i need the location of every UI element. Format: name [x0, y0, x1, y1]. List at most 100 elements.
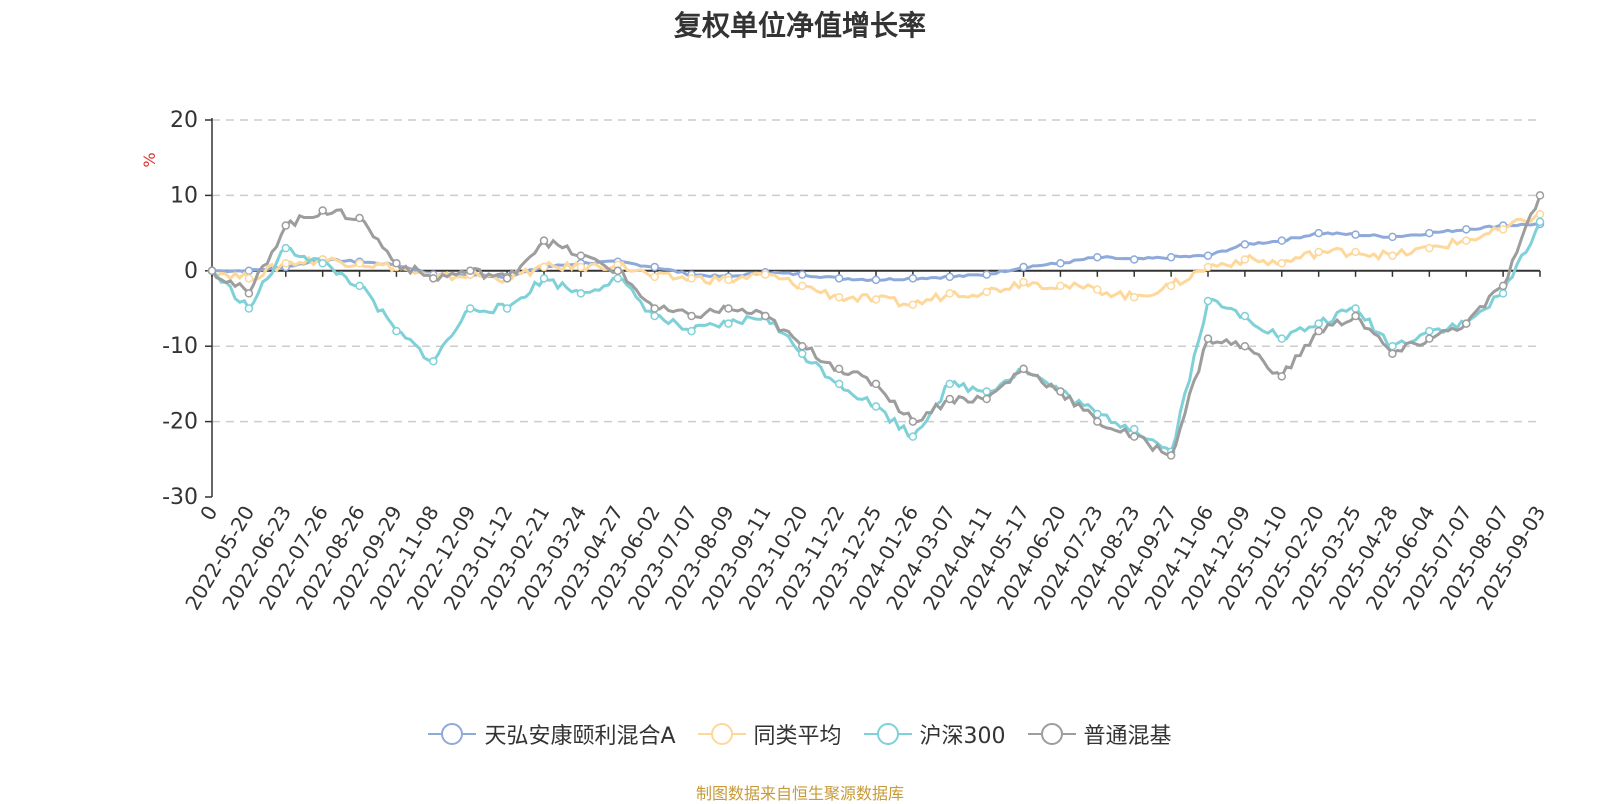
- data-point: [1240, 341, 1250, 351]
- data-point: [797, 270, 807, 279]
- data-point: [945, 289, 955, 298]
- data-point: [1314, 228, 1323, 238]
- data-point: [724, 275, 733, 285]
- legend-label: 普通混基: [1083, 724, 1172, 749]
- data-point: [1388, 251, 1397, 260]
- data-point: [1129, 255, 1139, 264]
- data-point: [318, 206, 327, 215]
- y-tick-label: -30: [162, 485, 198, 510]
- legend-item[interactable]: 同类平均: [697, 718, 842, 750]
- data-point: [871, 402, 881, 411]
- data-point: [502, 304, 512, 313]
- data-point: [982, 287, 991, 297]
- x-tick-labels: 02022-05-202022-06-232022-07-262022-08-2…: [180, 502, 1550, 615]
- data-point: [687, 274, 696, 283]
- data-point: [355, 281, 364, 291]
- data-point: [244, 266, 254, 276]
- data-point: [318, 259, 327, 268]
- data-point: [945, 379, 955, 389]
- y-tick-label: 10: [170, 183, 198, 208]
- data-point: [1240, 240, 1250, 249]
- data-point: [1314, 326, 1323, 336]
- data-point: [834, 364, 844, 374]
- data-point: [1277, 236, 1287, 245]
- data-point: [797, 281, 807, 291]
- data-point: [1351, 247, 1360, 257]
- data-point: [1351, 230, 1360, 239]
- data-point: [1535, 210, 1545, 219]
- data-point: [429, 357, 438, 366]
- data-point: [1498, 289, 1508, 298]
- data-point: [908, 300, 918, 309]
- data-point: [392, 326, 401, 336]
- data-point: [1425, 334, 1434, 343]
- legend-label: 同类平均: [753, 724, 842, 749]
- data-point: [539, 274, 549, 283]
- data-point: [576, 289, 586, 298]
- data-point: [281, 243, 291, 253]
- data-point: [1425, 228, 1434, 238]
- legend-marker-icon: [863, 723, 912, 745]
- data-point: [1166, 281, 1176, 291]
- data-point: [1166, 451, 1176, 460]
- series-line: [210, 221, 1542, 455]
- data-point: [613, 266, 623, 276]
- data-point: [1277, 259, 1287, 268]
- data-point: [982, 394, 991, 404]
- data-point: [392, 259, 401, 268]
- data-point: [1461, 225, 1471, 234]
- data-point: [1056, 387, 1065, 396]
- data-point: [1019, 262, 1028, 272]
- data-point: [1498, 281, 1508, 291]
- data-point: [429, 274, 438, 283]
- data-point: [1019, 364, 1028, 374]
- data-point: [1166, 252, 1176, 262]
- data-point: [650, 262, 659, 272]
- y-tick-label: 0: [184, 259, 198, 284]
- grid-lines: [212, 119, 1540, 423]
- data-point: [207, 266, 217, 276]
- data-point: [1093, 417, 1102, 426]
- legend-marker-icon: [697, 723, 746, 745]
- source-note: 制图数据来自恒生聚源数据库: [695, 784, 904, 803]
- data-point: [1461, 236, 1471, 245]
- data-point: [1277, 334, 1287, 343]
- data-point: [1425, 326, 1434, 336]
- legend-label: 沪深300: [919, 724, 1006, 749]
- legend-marker-icon: [1027, 723, 1076, 745]
- legend-item[interactable]: 天弘安康颐利混合A: [428, 718, 676, 750]
- data-point: [613, 274, 623, 283]
- y-axis-label: %: [140, 152, 159, 167]
- data-point: [871, 379, 881, 389]
- data-point: [281, 259, 291, 268]
- data-point: [650, 272, 659, 282]
- data-point: [1277, 372, 1287, 381]
- axes: [205, 118, 1541, 498]
- chart-title: 复权单位净值增长率: [673, 9, 926, 42]
- data-point: [687, 326, 696, 336]
- data-point: [281, 221, 291, 230]
- legend-marker-icon: [428, 723, 477, 745]
- data-point: [834, 274, 844, 283]
- legend-item[interactable]: 普通混基: [1027, 718, 1172, 750]
- data-point: [834, 379, 844, 389]
- data-point: [1129, 424, 1139, 434]
- data-point: [1056, 259, 1065, 268]
- data-point: [1388, 349, 1397, 358]
- data-point: [724, 319, 733, 328]
- data-point: [1351, 311, 1360, 321]
- data-point: [1093, 252, 1102, 262]
- data-point: [650, 311, 659, 321]
- data-point: [1203, 251, 1213, 260]
- data-point: [465, 266, 475, 276]
- legend-item[interactable]: 沪深300: [863, 718, 1006, 750]
- data-point: [1093, 285, 1102, 294]
- data-point: [761, 311, 770, 321]
- data-point: [1388, 232, 1397, 242]
- data-point: [465, 304, 475, 313]
- data-point: [687, 311, 696, 321]
- y-tick-label: -10: [162, 334, 198, 359]
- data-point: [834, 292, 844, 302]
- data-point: [1498, 225, 1508, 234]
